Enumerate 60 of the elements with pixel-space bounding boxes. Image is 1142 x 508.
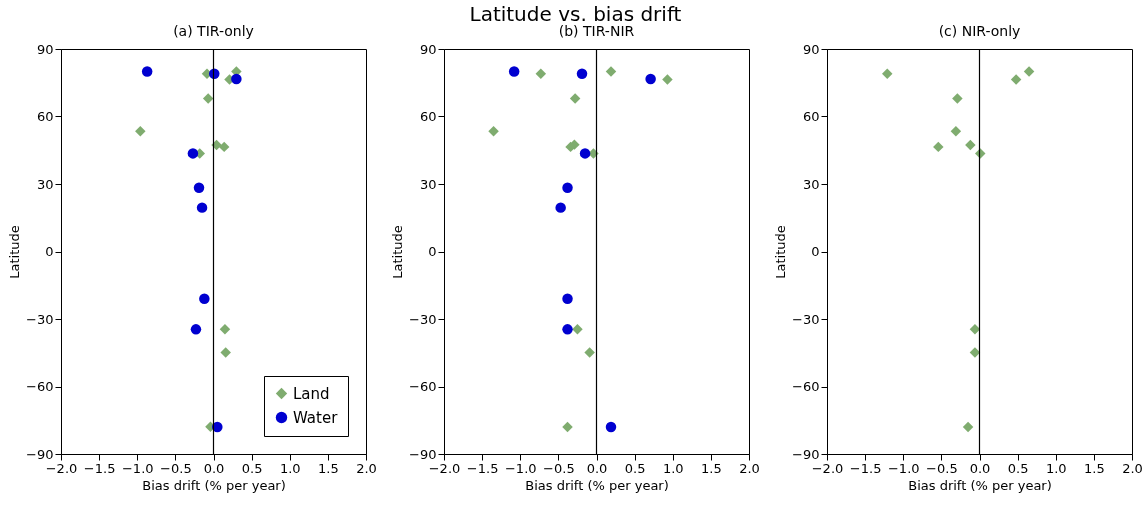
y-tick-label: 90 [419, 41, 437, 57]
chart-title: (c) NIR-only [938, 23, 1021, 39]
y-tick-label: −60 [409, 379, 437, 394]
x-tick-label: 2.0 [1122, 460, 1142, 476]
x-tick-label: 0.5 [624, 460, 646, 476]
x-tick-label: 1.0 [279, 460, 301, 476]
x-axis-title: Bias drift (% per year) [142, 477, 286, 493]
y-tick-label: −30 [26, 311, 54, 327]
x-tick-label: −2.0 [428, 460, 461, 476]
y-tick-label: 0 [45, 244, 54, 259]
x-tick-label: 0.5 [241, 460, 263, 476]
x-tick-label: 0.5 [1007, 460, 1029, 476]
chart-title: (b) TIR-NIR [558, 23, 635, 39]
text: Latitude vs. bias drift [469, 1, 682, 26]
chart-title: (a) TIR-only [173, 23, 254, 39]
y-tick-label: 30 [36, 176, 54, 192]
legend-label: Water [293, 408, 339, 427]
x-tick-label: 0.0 [969, 460, 991, 476]
x-axis-title: Bias drift (% per year) [908, 477, 1052, 493]
y-tick-label: −60 [26, 379, 54, 394]
x-tick-label: 2.0 [356, 460, 377, 476]
x-tick-label: −0.5 [160, 460, 192, 476]
x-tick-label: −1.0 [121, 460, 154, 476]
y-tick-label: 60 [36, 109, 54, 124]
x-tick-label: 1.0 [662, 460, 684, 476]
y-axis-title: Latitude [7, 225, 23, 279]
y-tick-label: 90 [802, 41, 820, 57]
y-tick-label: −90 [409, 446, 437, 462]
y-tick-label: 60 [419, 109, 437, 124]
y-tick-label: −30 [792, 311, 820, 327]
x-tick-label: −2.0 [811, 460, 844, 476]
x-tick-label: −0.5 [926, 460, 958, 476]
x-tick-label: 1.5 [318, 460, 339, 476]
x-tick-label: −1.5 [466, 460, 499, 476]
y-tick-label: 90 [36, 41, 54, 57]
x-tick-label: 2.0 [739, 460, 760, 476]
y-axis-title: Latitude [390, 225, 406, 279]
y-tick-label: 30 [419, 176, 437, 192]
y-tick-label: −30 [409, 311, 437, 327]
x-tick-label: −2.0 [45, 460, 78, 476]
y-tick-label: 30 [802, 176, 820, 192]
y-tick-label: 0 [428, 244, 437, 259]
x-tick-label: −1.5 [83, 460, 116, 476]
legend-label: Land [293, 384, 330, 403]
x-tick-label: −1.0 [887, 460, 920, 476]
x-axis-title: Bias drift (% per year) [525, 477, 669, 493]
x-tick-label: −0.5 [543, 460, 575, 476]
x-tick-label: −1.5 [849, 460, 882, 476]
y-tick-label: −60 [792, 379, 820, 394]
y-tick-label: 0 [811, 244, 820, 259]
x-tick-label: 1.5 [1084, 460, 1105, 476]
x-tick-label: 1.0 [1045, 460, 1067, 476]
x-tick-label: −1.0 [504, 460, 537, 476]
x-tick-label: 0.0 [586, 460, 608, 476]
x-tick-label: 0.0 [203, 460, 225, 476]
y-tick-label: −90 [792, 446, 820, 462]
y-tick-label: −90 [26, 446, 54, 462]
y-axis-title: Latitude [773, 225, 789, 279]
y-tick-label: 60 [802, 109, 820, 124]
x-tick-label: 1.5 [701, 460, 722, 476]
